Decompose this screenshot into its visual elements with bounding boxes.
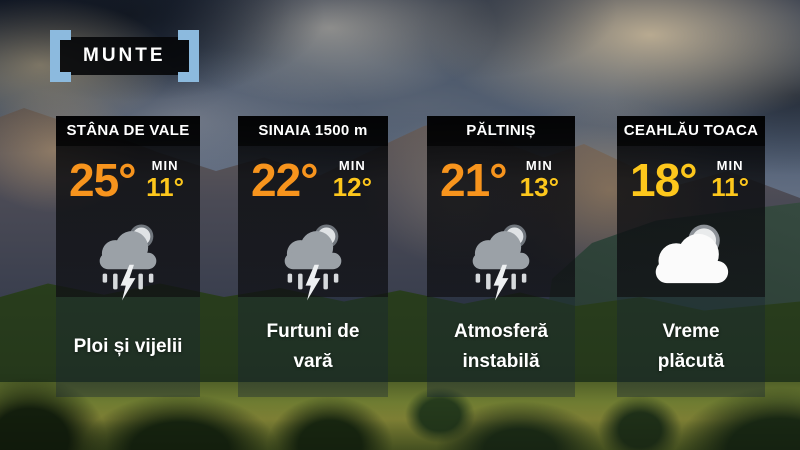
min-temperature-block: MIN 11° xyxy=(146,154,190,202)
partly-cloudy-icon xyxy=(617,220,765,302)
card-description-panel: Ploi și vijelii xyxy=(56,297,200,397)
max-temperature: 22° xyxy=(251,154,319,206)
forecast-card-ceahlau-toaca: CEAHLĂU TOACA 18° MIN 11° Vreme plăcută xyxy=(617,116,765,397)
min-label: MIN xyxy=(525,158,553,173)
temperature-row: 25° MIN 11° xyxy=(56,146,200,220)
min-temperature-block: MIN 12° xyxy=(332,154,378,202)
temperature-row: 18° MIN 11° xyxy=(617,146,765,220)
location-name: CEAHLĂU TOACA xyxy=(617,116,765,146)
forecast-card-sinaia: SINAIA 1500 m 22° MIN 12° xyxy=(238,116,388,397)
weather-description: Ploi și vijelii xyxy=(73,336,183,357)
weather-description: Atmosferă instabilă xyxy=(454,321,548,372)
temperature-row: 22° MIN 12° xyxy=(238,146,388,220)
thunderstorm-icon xyxy=(56,220,200,302)
location-name: SINAIA 1500 m xyxy=(238,116,388,146)
location-name: PĂLTINIȘ xyxy=(427,116,575,146)
card-description-panel: Vreme plăcută xyxy=(617,297,765,397)
thunderstorm-icon xyxy=(238,220,388,302)
min-label: MIN xyxy=(338,158,366,173)
min-temperature: 12° xyxy=(332,172,372,202)
thunderstorm-icon xyxy=(427,220,575,302)
max-temperature: 21° xyxy=(440,154,508,206)
min-temperature-block: MIN 13° xyxy=(519,154,565,202)
min-label: MIN xyxy=(151,158,179,173)
max-temperature: 25° xyxy=(69,154,137,206)
card-main-panel: CEAHLĂU TOACA 18° MIN 11° xyxy=(617,116,765,297)
region-badge-label: MUNTE xyxy=(83,45,166,66)
min-label: MIN xyxy=(716,158,744,173)
min-temperature: 11° xyxy=(711,172,749,202)
bracket-right-icon xyxy=(177,30,199,82)
region-badge-box: MUNTE xyxy=(58,37,191,75)
card-main-panel: SINAIA 1500 m 22° MIN 12° xyxy=(238,116,388,301)
bracket-left-icon xyxy=(50,30,71,82)
forecast-card-stana-de-vale: STÂNA DE VALE 25° MIN 11° xyxy=(56,116,200,397)
card-description-panel: Atmosferă instabilă xyxy=(427,297,575,397)
min-temperature: 11° xyxy=(146,172,184,202)
forecast-card-paltinis: PĂLTINIȘ 21° MIN 13° xyxy=(427,116,575,397)
temperature-row: 21° MIN 13° xyxy=(427,146,575,220)
weather-description: Furtuni de vară xyxy=(266,321,360,372)
location-name: STÂNA DE VALE xyxy=(56,116,200,146)
min-temperature: 13° xyxy=(519,172,559,202)
card-description-panel: Furtuni de vară xyxy=(238,297,388,397)
max-temperature: 18° xyxy=(630,154,698,206)
region-badge: MUNTE xyxy=(50,30,199,82)
min-temperature-block: MIN 11° xyxy=(711,154,755,202)
card-main-panel: PĂLTINIȘ 21° MIN 13° xyxy=(427,116,575,301)
card-main-panel: STÂNA DE VALE 25° MIN 11° xyxy=(56,116,200,301)
weather-description: Vreme plăcută xyxy=(657,321,725,372)
